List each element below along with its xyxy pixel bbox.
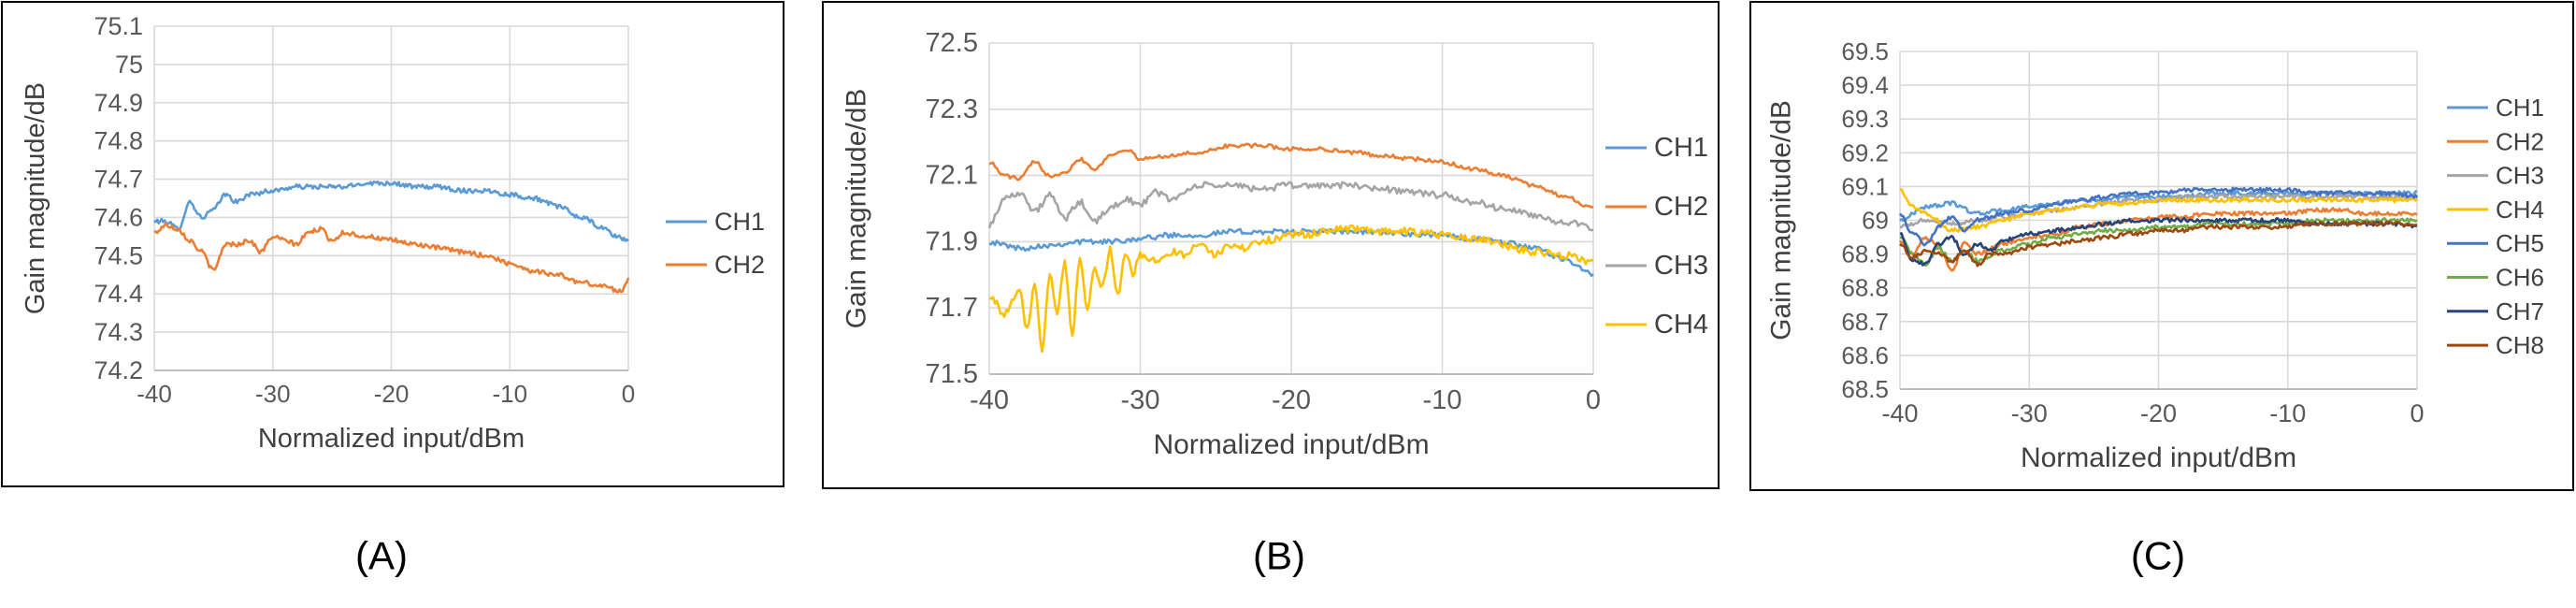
legend-label-ch2: CH2 xyxy=(1654,192,1708,222)
series-line-ch3 xyxy=(1899,193,2418,229)
series-line-ch4 xyxy=(988,224,1594,354)
panel-frame xyxy=(1,1,784,487)
panel-label: (A) xyxy=(355,534,408,578)
y-tick-label: 75.1 xyxy=(94,12,143,40)
x-tick-label: -10 xyxy=(492,380,527,408)
x-axis-title: Normalized input/dBm xyxy=(258,424,525,454)
x-tick-label: 0 xyxy=(2410,399,2424,427)
y-tick-label: 69.2 xyxy=(1841,138,1889,166)
legend-label-ch6: CH6 xyxy=(2496,264,2544,292)
series-line-ch3 xyxy=(987,181,1594,232)
x-axis-title: Normalized input/dBm xyxy=(2021,442,2296,473)
series-line-ch2 xyxy=(988,142,1594,209)
panel-frame xyxy=(822,1,1720,489)
chart-panel-3: 68.5 68.6 68.7 68.8 68.9 69 69.1 69.2 69.3 69.4 69… xyxy=(1749,1,2574,491)
series-line-ch1 xyxy=(989,227,1594,278)
y-tick-label: 71.7 xyxy=(926,293,978,323)
x-tick-label: -20 xyxy=(2140,399,2177,427)
x-tick-label: -40 xyxy=(1881,399,1918,427)
series-line-ch8 xyxy=(1899,220,2418,268)
y-axis-title: Gain magnitude/dB xyxy=(842,89,872,329)
y-tick-label: 72.3 xyxy=(926,94,978,124)
y-tick-label: 68.7 xyxy=(1841,308,1889,336)
legend-label-ch4: CH4 xyxy=(2496,195,2544,224)
legend-label-ch8: CH8 xyxy=(2496,331,2544,359)
y-tick-label: 69.1 xyxy=(1841,172,1889,200)
y-tick-label: 74.3 xyxy=(94,318,143,346)
y-tick-label: 69 xyxy=(1862,207,1889,235)
y-tick-label: 74.2 xyxy=(94,356,143,384)
y-tick-label: 69.3 xyxy=(1841,105,1889,133)
panel-label: (B) xyxy=(1253,534,1305,578)
legend-label-ch1: CH1 xyxy=(714,208,765,236)
y-tick-label: 69.4 xyxy=(1841,71,1889,99)
y-tick-label: 74.4 xyxy=(94,280,143,308)
y-tick-label: 72.1 xyxy=(926,161,978,191)
x-tick-label: 0 xyxy=(1586,385,1601,415)
y-tick-label: 75 xyxy=(115,51,143,79)
chart-panel-1: 74.2 74.3 74.4 74.5 74.6 74.7 74.8 74.9 75 75.1 -4… xyxy=(1,1,784,487)
y-tick-label: 69.5 xyxy=(1841,37,1889,65)
legend-label-ch2: CH2 xyxy=(2496,127,2544,155)
x-tick-label: -10 xyxy=(2269,399,2306,427)
x-axis-title: Normalized input/dBm xyxy=(1153,429,1429,460)
legend-label-ch3: CH3 xyxy=(1654,251,1708,281)
y-tick-label: 74.8 xyxy=(94,127,143,155)
y-tick-label: 68.8 xyxy=(1841,274,1889,302)
legend-label-ch1: CH1 xyxy=(1654,133,1708,163)
y-tick-label: 71.5 xyxy=(926,359,978,389)
legend-label-ch3: CH3 xyxy=(2496,162,2544,190)
y-tick-label: 74.5 xyxy=(94,241,143,269)
y-tick-label: 71.9 xyxy=(926,226,978,256)
x-tick-label: -30 xyxy=(1121,385,1160,415)
series-line-ch5 xyxy=(1898,186,2419,247)
panel-frame xyxy=(1749,1,2574,491)
panel-label: (C) xyxy=(2131,534,2185,578)
x-tick-label: -20 xyxy=(1272,385,1311,415)
legend-label-ch2: CH2 xyxy=(714,251,765,279)
y-axis-title: Gain magnitude/dB xyxy=(21,82,50,314)
legend-label-ch7: CH7 xyxy=(2496,297,2544,326)
y-tick-label: 74.9 xyxy=(94,89,143,117)
chart-panel-2: 71.5 71.7 71.9 72.1 72.3 72.5 -40 -30 -20 -10 0 Nor… xyxy=(822,1,1720,489)
x-tick-label: -40 xyxy=(970,385,1009,415)
x-tick-label: 0 xyxy=(622,380,635,408)
series-line-ch4 xyxy=(1899,188,2419,233)
x-tick-label: -30 xyxy=(2011,399,2048,427)
y-tick-label: 74.7 xyxy=(94,166,143,194)
legend-label-ch4: CH4 xyxy=(1654,310,1708,340)
y-tick-label: 74.6 xyxy=(94,203,143,231)
y-tick-label: 72.5 xyxy=(926,28,978,58)
y-tick-label: 68.5 xyxy=(1841,375,1889,403)
x-tick-label: -30 xyxy=(255,380,291,408)
y-tick-label: 68.9 xyxy=(1841,240,1889,268)
x-tick-label: -40 xyxy=(137,380,172,408)
y-tick-label: 68.6 xyxy=(1841,341,1889,369)
series-line-ch1 xyxy=(153,180,629,242)
y-axis-title: Gain magnitude/dB xyxy=(1766,100,1797,340)
series-line-ch2 xyxy=(153,222,630,294)
x-tick-label: -10 xyxy=(1423,385,1462,415)
legend-label-ch5: CH5 xyxy=(2496,229,2544,257)
x-tick-label: -20 xyxy=(374,380,410,408)
legend-label-ch1: CH1 xyxy=(2496,94,2544,122)
series-line-ch2 xyxy=(1899,207,2418,272)
